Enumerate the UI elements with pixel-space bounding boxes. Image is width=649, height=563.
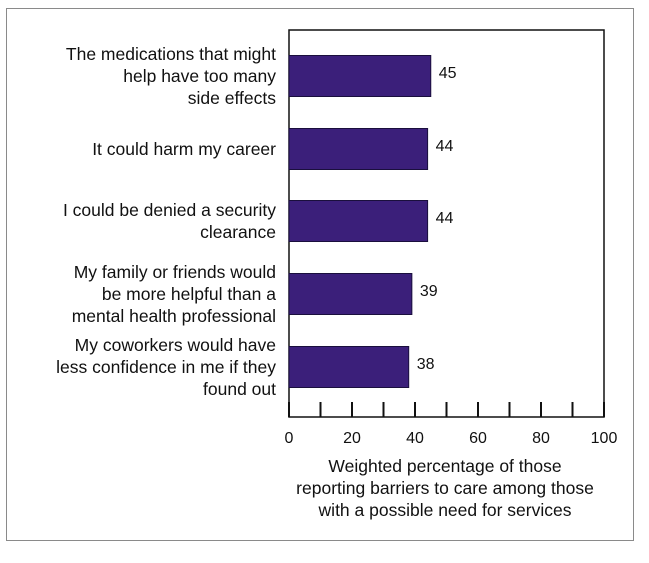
bar-value-label-3: 44: [436, 210, 454, 227]
category-label-5-line-2: less confidence in me if they: [56, 357, 276, 377]
x-tick-label-0: 0: [285, 430, 294, 447]
category-label-5: My coworkers would have less confidence i…: [0, 334, 276, 400]
bar-5: [288, 346, 410, 388]
bar-value-label-2: 44: [436, 138, 454, 155]
category-label-4-line-2: be more helpful than a: [101, 284, 276, 304]
bar-3: [288, 200, 429, 242]
category-label-3: I could be denied a security clearance: [0, 199, 276, 243]
chart-frame: [6, 8, 634, 541]
category-label-2-line-1: It could harm my career: [92, 139, 276, 159]
bar-4: [288, 273, 413, 315]
x-tick-label-80: 80: [532, 430, 550, 447]
bar-1: [288, 55, 432, 97]
x-tick-label-40: 40: [406, 430, 424, 447]
category-label-1-line-1: The medications that might: [65, 44, 276, 64]
bar-value-label-1: 45: [439, 65, 457, 82]
x-tick-label-60: 60: [469, 430, 487, 447]
category-label-2: It could harm my career: [0, 138, 276, 160]
x-axis-title: Weighted percentage of those reporting b…: [265, 455, 625, 521]
category-label-5-line-3: found out: [203, 379, 276, 399]
x-axis-title-line-3: with a possible need for services: [318, 500, 572, 520]
x-axis-title-line-2: reporting barriers to care among those: [296, 478, 594, 498]
category-label-3-line-2: clearance: [200, 222, 276, 242]
category-label-1-line-3: side effects: [187, 88, 276, 108]
category-label-3-line-1: I could be denied a security: [62, 200, 276, 220]
category-label-5-line-1: My coworkers would have: [74, 335, 276, 355]
x-axis-ticks: 0 20 40 60 80 100: [285, 402, 618, 447]
category-label-1: The medications that might help have too …: [0, 43, 276, 109]
bar-value-label-5: 38: [417, 356, 435, 373]
x-tick-label-100: 100: [591, 430, 618, 447]
x-axis-title-line-1: Weighted percentage of those: [328, 456, 562, 476]
category-label-4-line-1: My family or friends would: [73, 262, 276, 282]
bar-2: [288, 128, 429, 170]
category-label-4-line-3: mental health professional: [71, 306, 276, 326]
bar-value-label-4: 39: [420, 283, 438, 300]
category-label-1-line-2: help have too many: [123, 66, 276, 86]
bars-group: 45 44 44 39 38: [288, 55, 457, 388]
category-label-4: My family or friends would be more helpfu…: [0, 261, 276, 327]
x-tick-label-20: 20: [343, 430, 361, 447]
